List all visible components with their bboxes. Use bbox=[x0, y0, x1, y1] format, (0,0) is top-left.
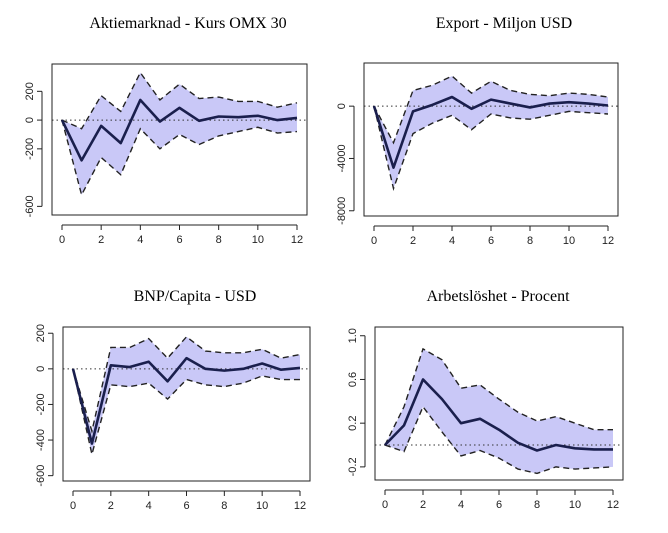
x-tick-label: 2 bbox=[410, 235, 416, 247]
x-tick-label: 0 bbox=[70, 500, 76, 512]
x-tick-label: 2 bbox=[108, 500, 114, 512]
y-tick-label: -600 bbox=[35, 465, 47, 487]
x-tick-label: 0 bbox=[382, 499, 388, 511]
x-tick-label: 8 bbox=[534, 499, 540, 511]
y-tick-label: -600 bbox=[24, 195, 36, 217]
x-tick-label: 0 bbox=[371, 235, 377, 247]
x-tick-label: 8 bbox=[216, 234, 222, 246]
y-tick-label: -0.2 bbox=[347, 457, 359, 476]
x-tick-label: 0 bbox=[59, 234, 65, 246]
panel-title-arbetsloshet: Arbetslöshet - Procent bbox=[426, 288, 570, 305]
x-tick-label: 10 bbox=[569, 499, 581, 511]
confidence-band-aktiemarknad bbox=[62, 72, 297, 195]
response-line-export bbox=[372, 95, 609, 169]
x-tick-label: 4 bbox=[449, 235, 455, 247]
x-tick-label: 2 bbox=[420, 499, 426, 511]
lower-bound-line-aktiemarknad bbox=[61, 119, 298, 197]
x-tick-label: 4 bbox=[137, 234, 143, 246]
y-tick-label: -4000 bbox=[336, 144, 348, 172]
panel-title-bnp-capita: BNP/Capita - USD bbox=[134, 288, 257, 305]
x-tick-label: 12 bbox=[607, 499, 619, 511]
x-tick-label: 10 bbox=[256, 500, 268, 512]
y-tick-label: 0 bbox=[35, 366, 47, 372]
x-tick-label: 10 bbox=[563, 235, 575, 247]
x-tick-label: 12 bbox=[602, 235, 614, 247]
lower-bound-line-arbetsloshet bbox=[384, 405, 614, 475]
confidence-band-bnp-capita bbox=[73, 336, 300, 455]
x-tick-label: 10 bbox=[252, 234, 264, 246]
x-tick-label: 12 bbox=[294, 500, 306, 512]
upper-bound-line-bnp-capita bbox=[72, 335, 301, 434]
x-tick-label: 2 bbox=[98, 234, 104, 246]
y-tick-label: 0.6 bbox=[347, 372, 359, 387]
y-tick-label: 200 bbox=[24, 82, 36, 100]
x-tick-label: 12 bbox=[291, 234, 303, 246]
x-tick-label: 8 bbox=[221, 500, 227, 512]
panel-export: Export - Miljon USD 0 2 4 6 8 10 12 -8000 -4000 0 bbox=[336, 15, 619, 247]
x-tick-label: 6 bbox=[496, 499, 502, 511]
x-tick-label: 6 bbox=[488, 235, 494, 247]
upper-bound-line-aktiemarknad bbox=[61, 71, 298, 130]
y-tick-label: -200 bbox=[35, 393, 47, 415]
x-tick-label: 8 bbox=[527, 235, 533, 247]
plot-frame-aktiemarknad bbox=[51, 63, 308, 216]
panel-arbetsloshet: Arbetslöshet - Procent 0 2 4 6 8 10 12 -0.2 0.2 0.… bbox=[347, 288, 624, 511]
response-line-arbetsloshet bbox=[384, 378, 613, 452]
y-tick-label: 1.0 bbox=[347, 328, 359, 343]
y-tick-label: 200 bbox=[35, 324, 47, 342]
y-tick-label: 0 bbox=[336, 103, 348, 109]
plot-frame-bnp-capita bbox=[62, 326, 311, 482]
y-tick-label: 0 bbox=[24, 117, 36, 123]
panel-aktiemarknad: Aktiemarknad - Kurs OMX 30 0 2 4 6 8 10 12 -600 -… bbox=[24, 15, 308, 246]
upper-bound-line-arbetsloshet bbox=[384, 347, 613, 446]
panel-title-export: Export - Miljon USD bbox=[436, 15, 572, 32]
response-line-aktiemarknad bbox=[60, 98, 298, 162]
plot-frame-arbetsloshet bbox=[374, 326, 624, 481]
x-tick-label: 4 bbox=[146, 500, 152, 512]
x-tick-label: 6 bbox=[183, 500, 189, 512]
confidence-band-arbetsloshet bbox=[385, 348, 613, 474]
lower-bound-line-export bbox=[373, 105, 609, 192]
panel-title-aktiemarknad: Aktiemarknad - Kurs OMX 30 bbox=[89, 15, 286, 32]
y-tick-label: -8000 bbox=[336, 197, 348, 225]
response-line-bnp-capita bbox=[71, 356, 301, 445]
y-tick-label: 0.2 bbox=[347, 416, 359, 431]
x-tick-label: 4 bbox=[458, 499, 464, 511]
panel-bnp-capita: BNP/Capita - USD 0 2 4 6 8 10 12 -600 -400 -200 0 20… bbox=[35, 288, 311, 512]
y-tick-label: -400 bbox=[35, 429, 47, 451]
x-tick-label: 6 bbox=[176, 234, 182, 246]
y-tick-label: -200 bbox=[24, 138, 36, 160]
plot-frame-export bbox=[363, 62, 619, 217]
